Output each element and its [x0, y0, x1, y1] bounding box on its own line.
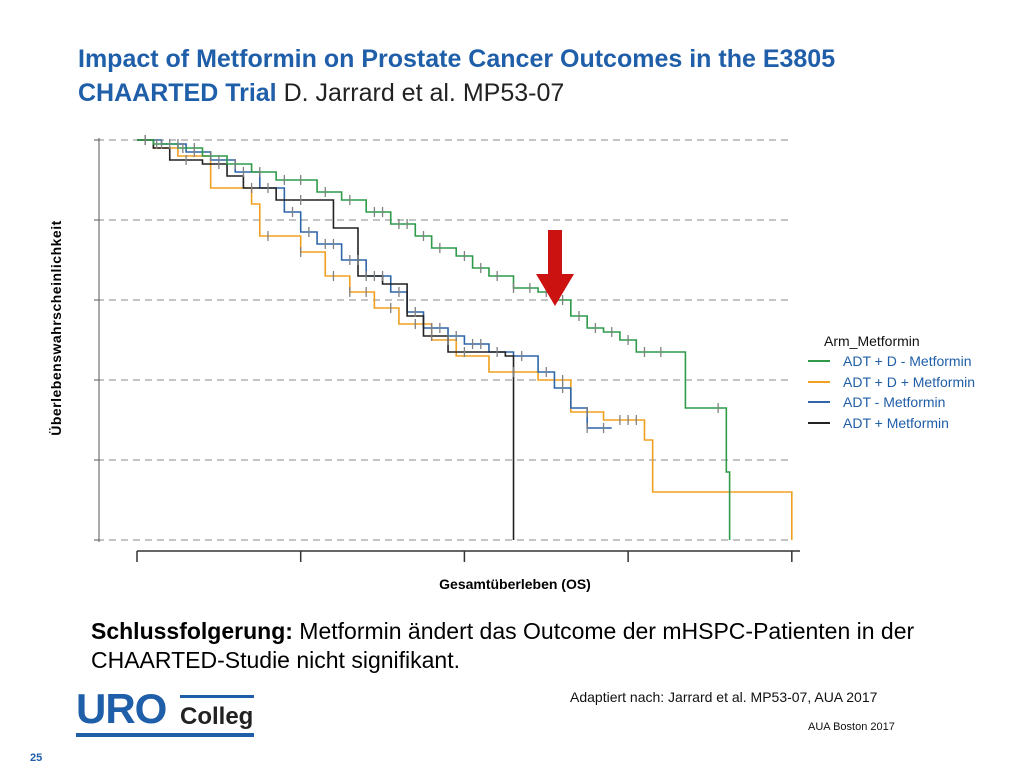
km-curve-green: [137, 139, 731, 540]
uro-colleg-logo: URO Colleg: [76, 683, 261, 745]
legend-swatch: [808, 380, 830, 383]
legend-title: Arm_Metformin: [824, 333, 920, 349]
conference-label: AUA Boston 2017: [808, 721, 895, 733]
legend-label: ADT - Metformin: [843, 394, 946, 411]
km-curve-black: [137, 139, 515, 540]
legend-label: ADT + D + Metformin: [843, 373, 976, 390]
legend-label: ADT + Metformin: [843, 414, 949, 431]
conclusion-label: Schlussfolgerung:: [91, 618, 293, 644]
x-axis-label: Gesamtüberleben (OS): [439, 576, 591, 592]
logo-bar-bottom: [76, 733, 254, 737]
title-main: Impact of Metformin on Prostate Cancer O…: [78, 45, 836, 107]
conclusion-body: Metformin ändert das Outcome der mHSPC-P…: [91, 618, 915, 673]
km-curve-orange: [137, 139, 793, 540]
legend-swatch: [808, 421, 830, 424]
legend-item-green: ADT + D - Metformin: [808, 351, 975, 372]
legend-swatch: [808, 401, 830, 404]
legend-item-blue: ADT - Metformin: [808, 392, 975, 413]
legend-label: ADT + D - Metformin: [843, 353, 972, 370]
legend-item-orange: ADT + D + Metformin: [808, 372, 975, 393]
logo-bar-top: [180, 695, 254, 698]
y-axis-label: Überlebenswahrscheinlichkeit: [48, 220, 64, 436]
logo-colleg: Colleg: [180, 703, 254, 730]
down-arrow-icon: [548, 230, 562, 276]
km-curve-blue: [137, 139, 612, 429]
slide-title: Impact of Metformin on Prostate Cancer O…: [78, 42, 978, 110]
down-arrow-icon-head: [536, 274, 574, 306]
legend-swatch: [808, 360, 830, 363]
legend-item-black: ADT + Metformin: [808, 413, 975, 434]
logo-uro: URO: [76, 685, 167, 732]
page-number: 25: [30, 752, 43, 764]
title-subtitle: D. Jarrard et al. MP53-07: [283, 79, 565, 107]
source-citation: Adaptiert nach: Jarrard et al. MP53-07, …: [570, 689, 878, 705]
conclusion-text: Schlussfolgerung: Metformin ändert das O…: [91, 617, 991, 675]
chart-legend: Arm_Metformin ADT + D - Metformin ADT + …: [808, 333, 975, 433]
